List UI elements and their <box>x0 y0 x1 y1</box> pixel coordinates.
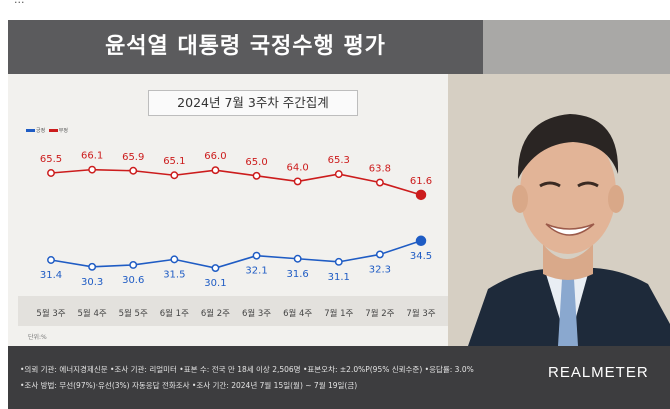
chart-subtitle: 2024년 7월 3주차 주간집계 <box>148 90 358 116</box>
data-point <box>334 170 343 179</box>
data-label: 34.5 <box>410 251 432 262</box>
x-tick-label: 6월 3주 <box>242 308 271 319</box>
legend-swatch-positive <box>26 129 35 132</box>
data-point <box>88 165 97 174</box>
x-tick-label: 6월 4주 <box>283 308 312 319</box>
x-tick-label: 6월 2주 <box>201 308 230 319</box>
footer-note-1: •의뢰 기관: 에너지경제신문 •조사 기관: 리얼미터 •표본 수: 전국 만… <box>20 365 474 374</box>
data-point <box>293 177 302 186</box>
data-point <box>211 264 220 273</box>
data-label: 30.1 <box>204 278 226 289</box>
data-point <box>170 255 179 264</box>
data-point <box>415 235 427 247</box>
top-strip-text: ... <box>14 0 25 6</box>
x-tick-label: 7월 1주 <box>324 308 353 319</box>
data-point <box>415 189 427 201</box>
data-point <box>47 169 55 177</box>
data-label: 32.1 <box>245 266 267 277</box>
data-point <box>375 178 384 187</box>
data-point <box>334 257 343 266</box>
data-point <box>47 256 55 264</box>
series-line-positive <box>50 240 422 269</box>
x-tick-label: 5월 3주 <box>36 308 65 319</box>
data-label: 65.3 <box>328 155 350 166</box>
data-label: 64.0 <box>287 162 309 173</box>
data-label: 65.1 <box>163 156 185 167</box>
data-point <box>129 261 138 269</box>
x-tick-label: 5월 4주 <box>78 308 107 319</box>
footer: •의뢰 기관: 에너지경제신문 •조사 기관: 리얼미터 •표본 수: 전국 만… <box>8 346 670 409</box>
data-point <box>375 250 384 259</box>
president-photo <box>448 74 670 346</box>
legend-label-negative: 부정 <box>58 128 68 134</box>
realmeter-logo: REALMETER <box>548 364 649 381</box>
data-label: 31.6 <box>287 269 309 280</box>
x-tick-label: 7월 2주 <box>365 308 394 319</box>
x-tick-label: 6월 1주 <box>160 308 189 319</box>
data-point <box>293 254 302 263</box>
data-label: 65.0 <box>245 157 267 168</box>
data-label: 30.3 <box>81 277 103 288</box>
top-strip: ... <box>0 0 670 20</box>
approval-line-chart: 65.5 66.1 65.9 65.1 66.0 65.0 64.0 65.3 63.8 61.6… <box>18 151 448 326</box>
poll-card: 윤석열 대통령 국정수행 평가 2024년 7월 3주 <box>8 20 670 409</box>
legend-swatch-negative <box>48 129 58 132</box>
data-point <box>252 171 261 180</box>
data-point <box>211 166 220 175</box>
data-label: 30.6 <box>122 275 144 286</box>
data-label: 63.8 <box>369 164 391 175</box>
data-label: 65.9 <box>122 152 144 163</box>
data-point <box>252 251 261 260</box>
data-point <box>88 262 97 271</box>
data-label: 66.1 <box>81 151 103 162</box>
title-band-right <box>483 20 670 74</box>
x-tick-label: 5월 5주 <box>119 308 148 319</box>
data-label: 65.5 <box>40 154 62 165</box>
series-line-negative <box>50 168 422 196</box>
chart-title: 윤석열 대통령 국정수행 평가 <box>105 34 386 59</box>
data-label: 31.5 <box>163 269 185 280</box>
data-label: 31.4 <box>40 270 62 281</box>
title-band: 윤석열 대통령 국정수행 평가 <box>8 20 483 74</box>
data-point <box>170 171 179 180</box>
footer-note-2: •조사 방법: 무선(97%)·유선(3%) 자동응답 전화조사 •조사 기간:… <box>20 381 358 390</box>
data-label: 32.3 <box>369 264 391 275</box>
data-point <box>129 166 138 175</box>
legend-label-positive: 긍정 <box>36 128 46 134</box>
x-axis-band <box>18 296 448 326</box>
x-tick-label: 7월 3주 <box>406 308 435 319</box>
data-label: 31.1 <box>328 272 350 283</box>
unit-label: 단위:% <box>28 334 47 341</box>
portrait-illustration <box>448 74 670 346</box>
data-label: 61.6 <box>410 176 432 187</box>
chart-legend: 긍정 부정 <box>26 127 68 134</box>
data-label: 66.0 <box>204 151 226 162</box>
